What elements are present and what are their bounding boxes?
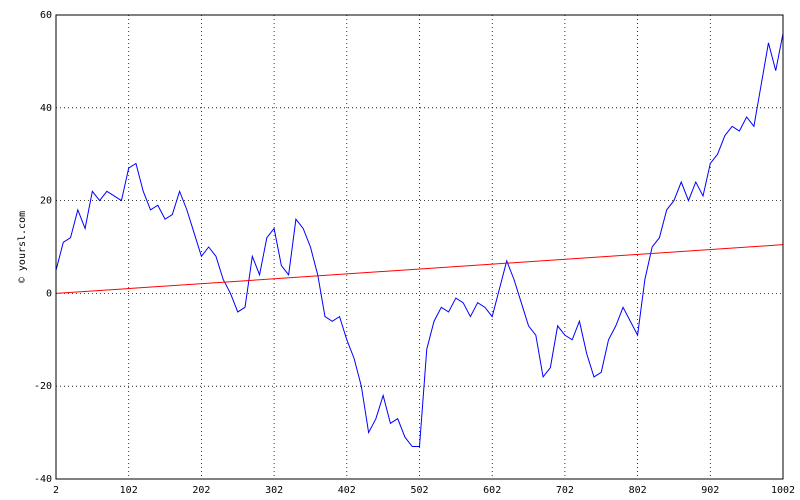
y-tick-label: 0 [46, 288, 52, 299]
x-tick-label: 2 [53, 485, 59, 496]
x-tick-label: 402 [338, 485, 356, 496]
x-tick-label: 1002 [771, 485, 795, 496]
x-tick-label: 302 [265, 485, 283, 496]
y-axis-label: © yoursl.com [17, 211, 28, 283]
x-tick-label: 202 [192, 485, 210, 496]
y-tick-label: 40 [40, 103, 52, 114]
y-tick-label: -20 [34, 381, 52, 392]
x-tick-label: 902 [701, 485, 719, 496]
x-tick-label: 702 [556, 485, 574, 496]
data-line [55, 244, 784, 294]
x-tick-label: 502 [410, 485, 428, 496]
x-tick-label: 102 [120, 485, 138, 496]
plot-frame [55, 14, 784, 480]
x-tick-label: 802 [629, 485, 647, 496]
y-tick-label: 20 [40, 196, 52, 207]
y-tick-label: 60 [40, 10, 52, 21]
y-tick-label: -40 [34, 474, 52, 485]
x-tick-label: 602 [483, 485, 501, 496]
data-line [55, 33, 784, 448]
